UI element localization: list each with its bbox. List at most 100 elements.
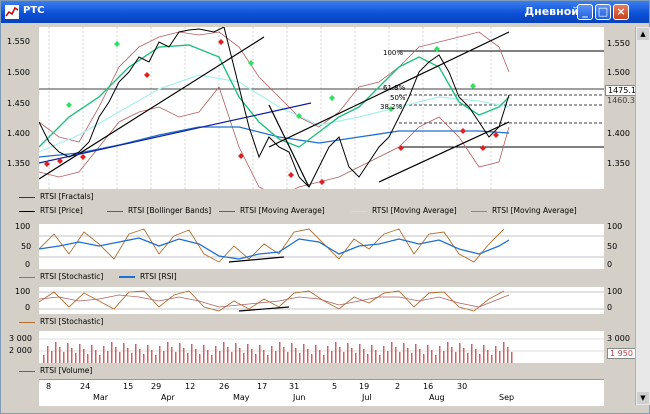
volume-bar [75,353,77,363]
chart-app-icon [5,5,19,19]
x-month-sep: Sep [499,393,515,402]
x-axis: 8 24 15 29 12 26 17 31 5 19 2 16 30 Mar … [39,379,604,406]
x-day-29: 29 [151,382,162,391]
y-tick-right-1350: 1.350 [607,159,630,168]
oscillator-pane-stochastic[interactable] [38,287,604,314]
close-button[interactable]: × [613,4,629,20]
volume-bar [59,347,61,363]
oscillator-pane-rsi[interactable] [38,224,604,269]
volume-bar [499,351,501,363]
volume-bar [135,344,137,363]
volume-bar [111,342,113,363]
osc2-tick-0: 0 [25,303,31,312]
volume-pane[interactable] [39,331,604,363]
volume-bar [375,350,377,363]
volume-bar [487,350,489,363]
volume-bar [119,352,121,363]
x-day-12: 12 [185,382,196,391]
x-day-15: 15 [123,382,134,391]
osc1-tick-right-100: 100 [607,222,623,231]
volume-bar [167,342,169,363]
maximize-button[interactable]: □ [595,4,611,20]
volume-bar [411,353,413,363]
vertical-scrollbar[interactable]: ▲ ▼ [635,27,650,405]
volume-bar [99,355,101,363]
volume-bar [379,355,381,363]
fib-label-382: 38.2% [380,103,403,111]
volume-bar [43,355,45,363]
x-day-19: 19 [359,382,370,391]
volume-bar [459,343,461,363]
volume-bar [91,345,93,363]
title-bar[interactable]: РТС Дневной _ □ × [1,1,649,23]
y-tick-1450: 1.450 [7,99,30,108]
osc2-tick-right-0: 0 [607,303,613,312]
x-month-jul: Jul [362,393,372,402]
volume-bar [271,346,273,363]
legend-ma-cyan: RTSI [Moving Average] [351,206,457,215]
volume-bar [263,350,265,363]
volume-bar [491,355,493,363]
volume-bar [215,346,217,363]
volume-bar [463,348,465,363]
volume-bar [431,350,433,363]
legend-ma-green: RTSI [Moving Average] [471,206,577,215]
volume-bar [303,344,305,363]
volume-bar [279,342,281,363]
x-month-jun: Jun [293,393,306,402]
volume-bar [511,352,513,363]
oscillator-stoch-svg [38,290,604,312]
legend-stochastic-1: RTSI [Stochastic] [19,272,103,281]
osc1-tick-50: 50 [21,242,32,251]
volume-bar [291,343,293,363]
volume-bar [127,348,129,363]
volume-bar [363,349,365,363]
volume-bar [155,355,157,363]
volume-bar [435,355,437,363]
volume-bar [275,351,277,363]
volume-bar [107,351,109,363]
fib-label-50: 50% [390,94,406,102]
volume-bar [231,352,233,363]
volume-bar [95,350,97,363]
vol-tick-3000: 3 000 [9,334,32,343]
x-day-31: 31 [289,382,300,391]
volume-bar [479,354,481,363]
volume-bar [211,355,213,363]
volume-bar [419,349,421,363]
volume-bar [335,342,337,363]
osc2-tick-100: 100 [15,287,31,296]
volume-bar [187,353,189,363]
legend-volume: RTSI [Volume] [19,366,92,375]
minimize-button[interactable]: _ [577,4,593,20]
volume-bar [247,344,249,363]
volume-bar [83,349,85,363]
volume-bar [415,344,417,363]
volume-bar [383,346,385,363]
fractal-markers [44,39,499,185]
x-month-aug: Aug [429,393,445,402]
volume-bar [47,346,49,363]
x-day-5: 5 [332,382,338,391]
scroll-down-icon[interactable]: ▼ [637,392,649,404]
volume-bar [299,353,301,363]
volume-bar [79,344,81,363]
osc1-tick-right-50: 50 [607,242,618,251]
volume-bar [451,347,453,363]
oscillator-rsi-svg [38,228,604,263]
volume-bar [55,342,57,363]
volume-bar [403,343,405,363]
volume-bar [343,352,345,363]
osc2-legend: RTSI [Stochastic] [9,316,604,328]
volume-bar [191,344,193,363]
scroll-up-icon[interactable]: ▲ [637,28,649,40]
volume-bar [371,345,373,363]
volume-bar [151,350,153,363]
volume-bar [251,349,253,363]
volume-bar [387,351,389,363]
legend-rsi: RTSI [RSI] [119,272,177,281]
price-chart-pane[interactable]: 100% 61.8% 50% 38.2% [38,26,604,198]
y-tick-1550: 1.550 [7,37,30,46]
volume-bar [331,351,333,363]
volume-bar [147,345,149,363]
